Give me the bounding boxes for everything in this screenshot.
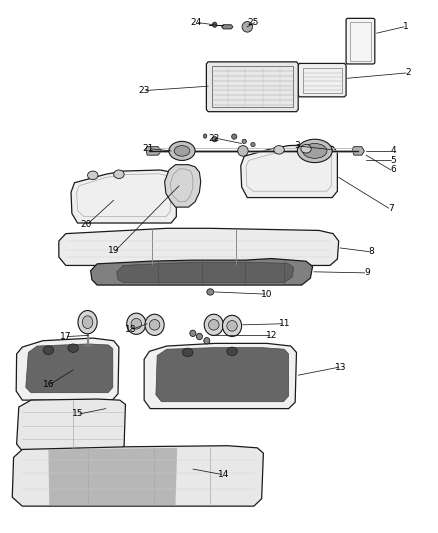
Ellipse shape [208,319,219,330]
Text: 21: 21 [143,144,154,154]
Text: 25: 25 [247,18,258,27]
Ellipse shape [127,313,146,334]
Text: 23: 23 [138,86,150,95]
Ellipse shape [212,136,217,142]
Ellipse shape [303,143,327,158]
Ellipse shape [227,347,237,356]
Text: 11: 11 [279,319,290,328]
Ellipse shape [212,22,217,27]
Polygon shape [26,344,113,393]
Polygon shape [71,170,177,223]
Ellipse shape [82,316,93,328]
Ellipse shape [227,320,237,331]
Ellipse shape [78,311,97,334]
Ellipse shape [242,139,247,143]
Ellipse shape [203,134,207,138]
Text: 20: 20 [81,220,92,229]
Ellipse shape [131,318,141,329]
Polygon shape [144,343,297,409]
Polygon shape [59,228,339,265]
Text: 8: 8 [368,247,374,256]
Text: 5: 5 [390,156,396,165]
Polygon shape [91,259,313,285]
Polygon shape [298,63,346,97]
Polygon shape [352,147,364,155]
Polygon shape [165,165,201,207]
Text: 1: 1 [403,22,409,31]
Text: 12: 12 [265,331,277,340]
Ellipse shape [88,171,98,180]
Polygon shape [222,25,233,29]
Text: 15: 15 [72,409,83,418]
Text: 14: 14 [218,470,229,479]
Ellipse shape [68,344,78,352]
Text: 10: 10 [261,289,272,298]
Ellipse shape [274,146,284,154]
Text: 9: 9 [364,268,370,277]
Ellipse shape [242,21,253,32]
Text: 17: 17 [60,332,71,341]
Text: 19: 19 [108,246,120,255]
Ellipse shape [43,346,53,354]
Text: 24: 24 [191,18,202,27]
Ellipse shape [204,314,223,335]
Text: 16: 16 [42,379,54,389]
Ellipse shape [183,348,193,357]
Ellipse shape [207,289,214,295]
Text: 18: 18 [125,325,137,334]
Text: 7: 7 [388,204,394,213]
Text: 2: 2 [406,68,411,77]
Ellipse shape [145,314,164,335]
Ellipse shape [196,333,202,340]
Ellipse shape [174,146,190,156]
Polygon shape [156,348,289,402]
Text: 4: 4 [390,147,396,156]
Polygon shape [16,338,119,400]
Polygon shape [48,448,177,505]
Polygon shape [12,446,263,506]
Ellipse shape [238,146,248,156]
Ellipse shape [204,337,210,344]
Ellipse shape [190,330,196,336]
Ellipse shape [301,144,311,153]
Polygon shape [206,62,298,112]
Ellipse shape [297,139,332,163]
Polygon shape [346,18,375,64]
Ellipse shape [114,170,124,179]
Polygon shape [146,147,162,155]
Ellipse shape [169,141,195,160]
Polygon shape [17,399,125,451]
Ellipse shape [223,316,242,336]
Ellipse shape [251,142,255,147]
Ellipse shape [232,134,237,139]
Ellipse shape [149,319,160,330]
Text: 13: 13 [335,363,346,372]
Polygon shape [241,144,337,198]
Text: 3: 3 [294,141,300,150]
Polygon shape [117,262,294,282]
Text: 22: 22 [208,134,219,143]
Text: 6: 6 [390,166,396,174]
